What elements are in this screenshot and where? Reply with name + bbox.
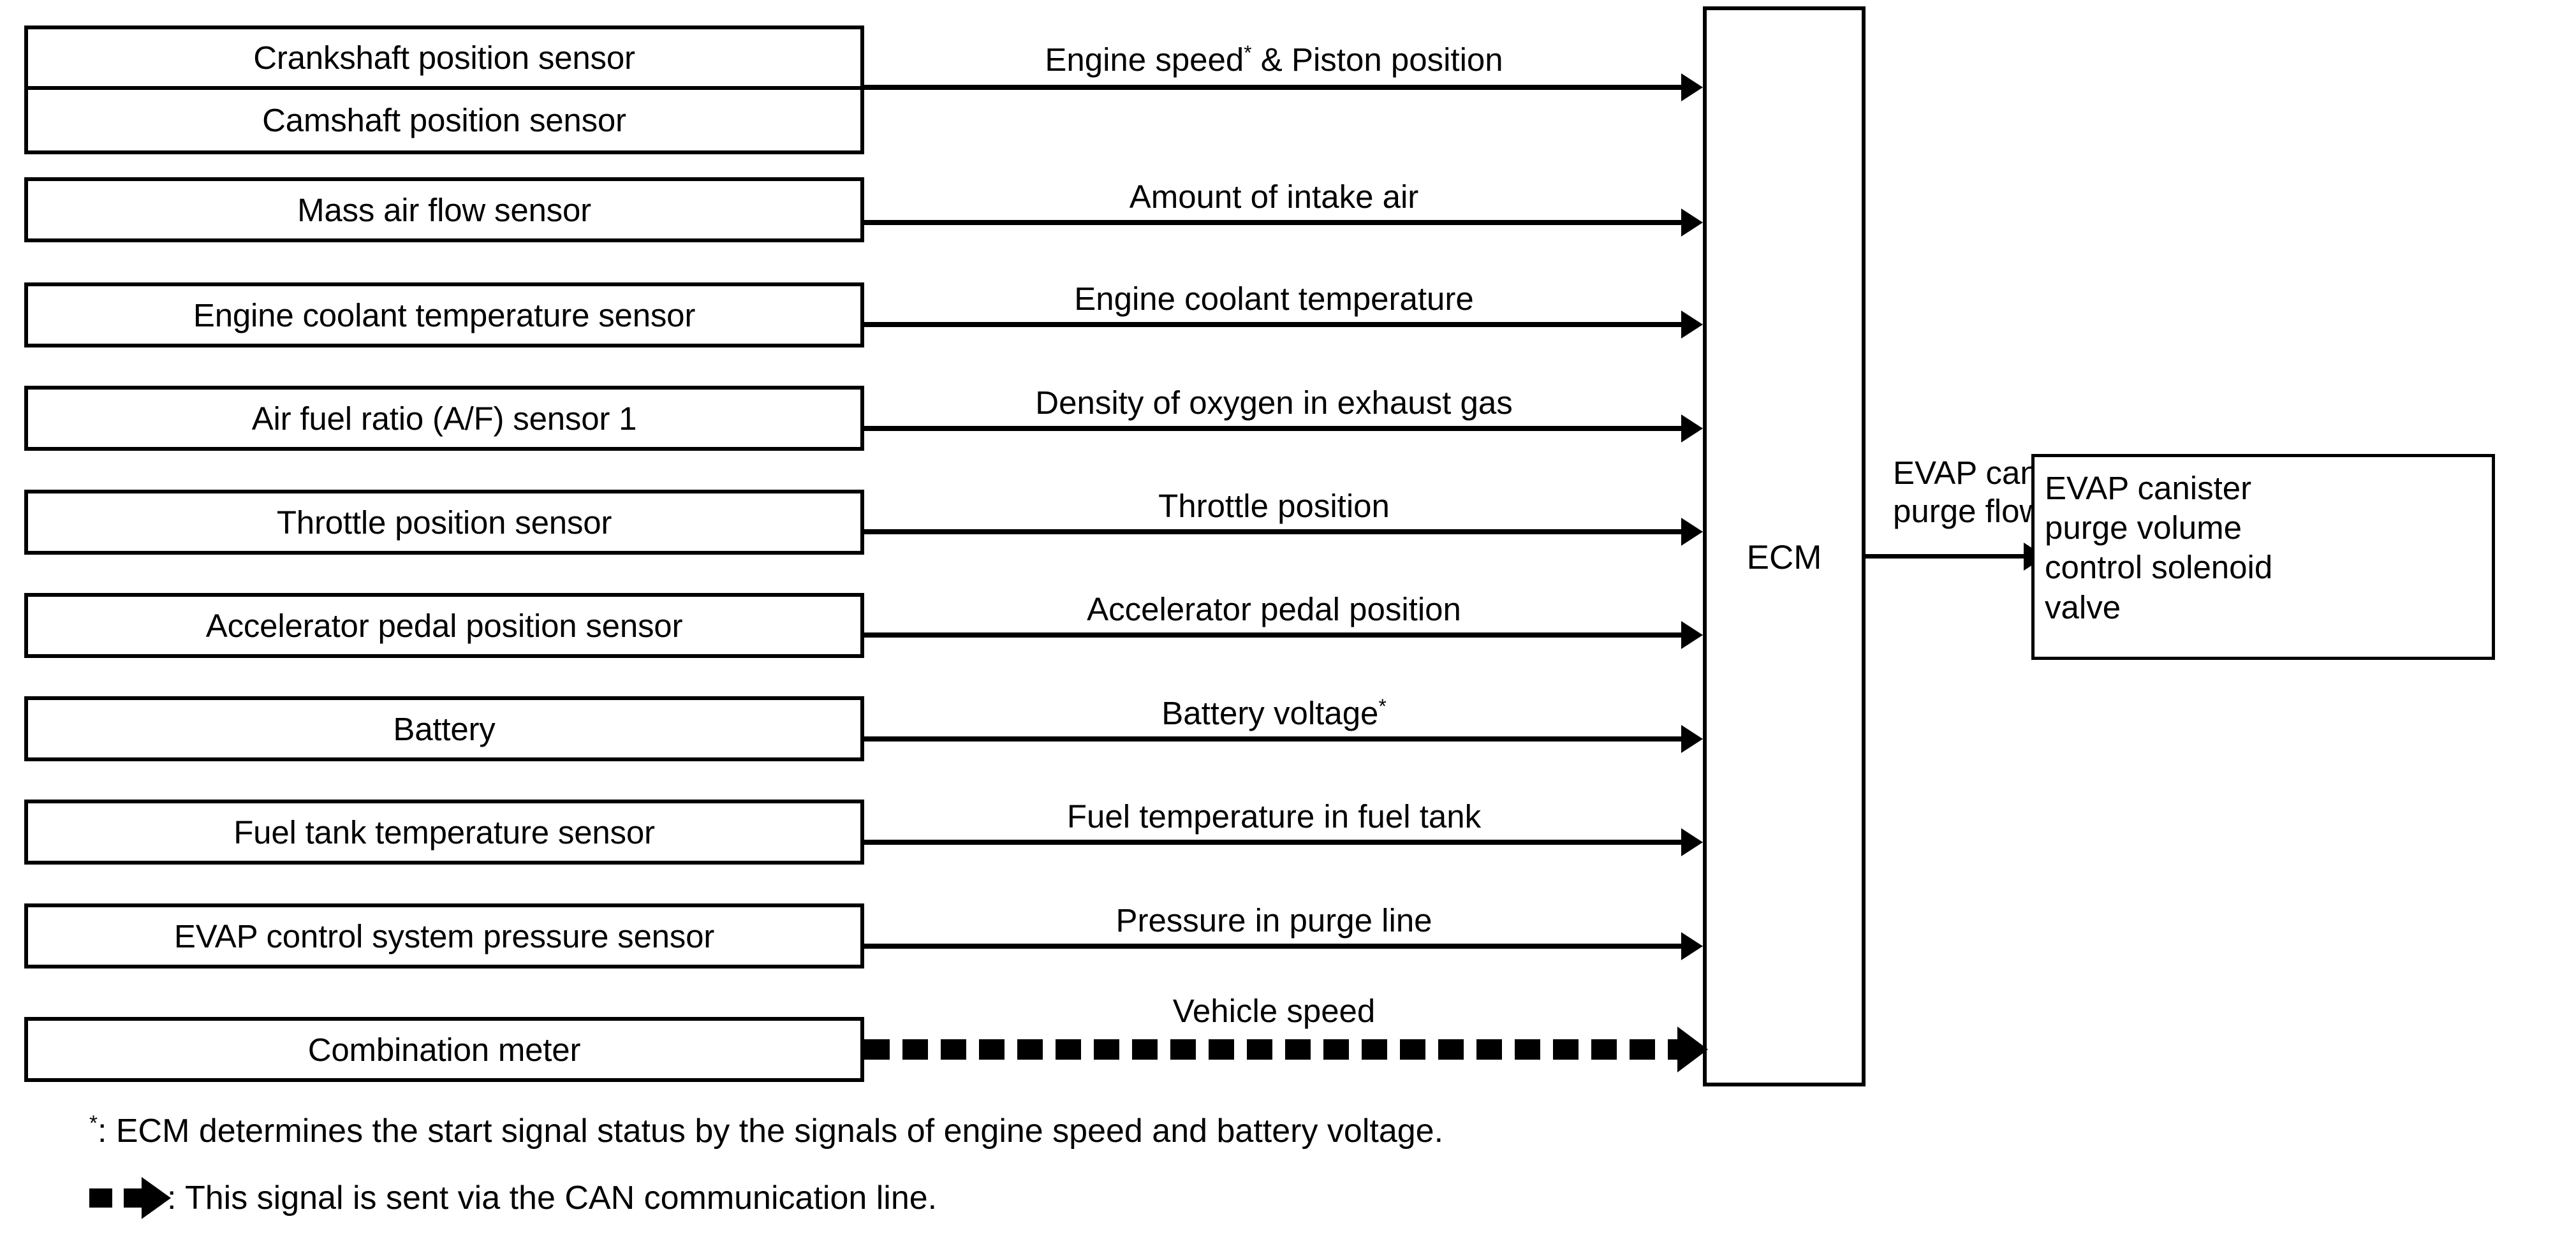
signal-arrow-fuel-temperature [864,828,1703,856]
sensor-label: Air fuel ratio (A/F) sensor 1 [251,400,637,437]
signal-label-battery-voltage: Battery voltage* [864,694,1684,731]
arrowhead-icon [1677,1027,1708,1072]
sensor-label: Accelerator pedal position sensor [205,607,683,644]
sensor-box-accelerator-pedal-position-sensor: Accelerator pedal position sensor [24,593,864,658]
sensor-box-crankshaft-position-sensor: Crankshaft position sensor [28,29,860,90]
signal-label-engine-coolant-temperature: Engine coolant temperature [1074,281,1474,317]
sensor-box-engine-coolant-temperature-sensor: Engine coolant temperature sensor [24,282,864,347]
footnote-marker-asterisk: * [89,1111,98,1136]
arrowhead-icon [1681,518,1703,546]
footnote-asterisk: *: ECM determines the start signal statu… [89,1111,1444,1150]
arrowhead-icon [1681,208,1703,237]
sensor-box-evap-control-system-pressure-sensor: EVAP control system pressure sensor [24,903,864,968]
signal-arrow-amount-of-intake-air [864,208,1703,237]
signal-label-amount-of-intake-air: Amount of intake air [1129,179,1419,215]
ecm-box: ECM [1703,6,1866,1086]
sensor-box-crankshaft-camshaft: Crankshaft position sensor Camshaft posi… [24,26,864,154]
signal-label-throttle-position: Throttle position [1158,488,1390,524]
sensor-label: Crankshaft position sensor [253,40,635,76]
signal-label-text: Engine speed [1045,41,1244,78]
sensor-box-throttle-position-sensor: Throttle position sensor [24,490,864,555]
sensor-label: Throttle position sensor [276,504,612,541]
sensor-box-camshaft-position-sensor: Camshaft position sensor [28,90,860,150]
signal-label-density-of-oxygen: Density of oxygen in exhaust gas [1035,384,1513,421]
footnote-can-legend: : This signal is sent via the CAN commun… [89,1177,938,1219]
signal-label-accelerator-pedal-position: Accelerator pedal position [1087,591,1461,627]
sensor-box-mass-air-flow-sensor: Mass air flow sensor [24,177,864,242]
signal-label-tail: & Piston position [1251,41,1503,78]
signal-arrow-throttle-position [864,518,1703,546]
arrowhead-icon [1681,311,1703,339]
actuator-label-line2: purge volume [2045,509,2242,546]
sensor-box-battery: Battery [24,696,864,761]
signal-label-text: Battery voltage [1161,695,1379,731]
footnote-marker: * [1244,41,1252,64]
signal-arrow-accelerator-pedal-position [864,621,1703,649]
signal-arrow-battery-voltage [864,725,1703,753]
arrowhead-icon [1681,828,1703,856]
sensor-label: Engine coolant temperature sensor [193,296,696,333]
footnote-can-text: : This signal is sent via the CAN commun… [167,1180,938,1217]
actuator-label-line3: control solenoid [2045,549,2273,586]
sensor-label: Battery [393,710,496,747]
arrowhead-icon [142,1177,171,1219]
actuator-label-line4: valve [2045,588,2121,625]
can-arrow-icon [89,1177,171,1219]
ecm-label: ECM [1746,539,1822,576]
signal-label-vehicle-speed: Vehicle speed [1172,993,1376,1029]
can-dashed-band [89,1188,142,1208]
actuator-label-line1: EVAP canister [2045,470,2252,506]
arrowhead-icon [1681,414,1703,442]
signal-label-engine-speed: Engine speed* & Piston position [864,41,1684,78]
signal-arrow-density-of-oxygen [864,414,1703,442]
can-dashed-band [864,1039,1680,1060]
signal-label-fuel-temperature: Fuel temperature in fuel tank [1066,798,1482,835]
footnote-marker: * [1378,694,1387,717]
signal-arrow-vehicle-speed-can [864,1027,1708,1072]
sensor-box-fuel-tank-temperature-sensor: Fuel tank temperature sensor [24,800,864,865]
arrowhead-icon [1681,621,1703,649]
sensor-label: Camshaft position sensor [262,102,626,138]
sensor-label: Mass air flow sensor [297,191,591,228]
sensor-label: Fuel tank temperature sensor [233,814,655,851]
footnote-asterisk-text: : ECM determines the start signal status… [97,1113,1444,1150]
signal-arrow-engine-coolant-temperature [864,311,1703,339]
signal-label-pressure-in-purge-line: Pressure in purge line [1115,902,1432,939]
output-arrow-evap-purge-flow-control [1866,543,2045,571]
sensor-label: Combination meter [307,1031,581,1068]
arrowhead-icon [1681,932,1703,960]
signal-arrow-engine-speed [864,73,1703,101]
sensor-label: EVAP control system pressure sensor [173,917,715,954]
signal-arrow-pressure-in-purge-line [864,932,1703,960]
arrowhead-icon [1681,73,1703,101]
sensor-box-combination-meter: Combination meter [24,1017,864,1082]
actuator-box-evap-canister-purge-volume-control-solenoid-valve: EVAP canister purge volume control solen… [2031,454,2495,660]
sensor-box-air-fuel-ratio-sensor-1: Air fuel ratio (A/F) sensor 1 [24,386,864,451]
arrowhead-icon [1681,725,1703,753]
